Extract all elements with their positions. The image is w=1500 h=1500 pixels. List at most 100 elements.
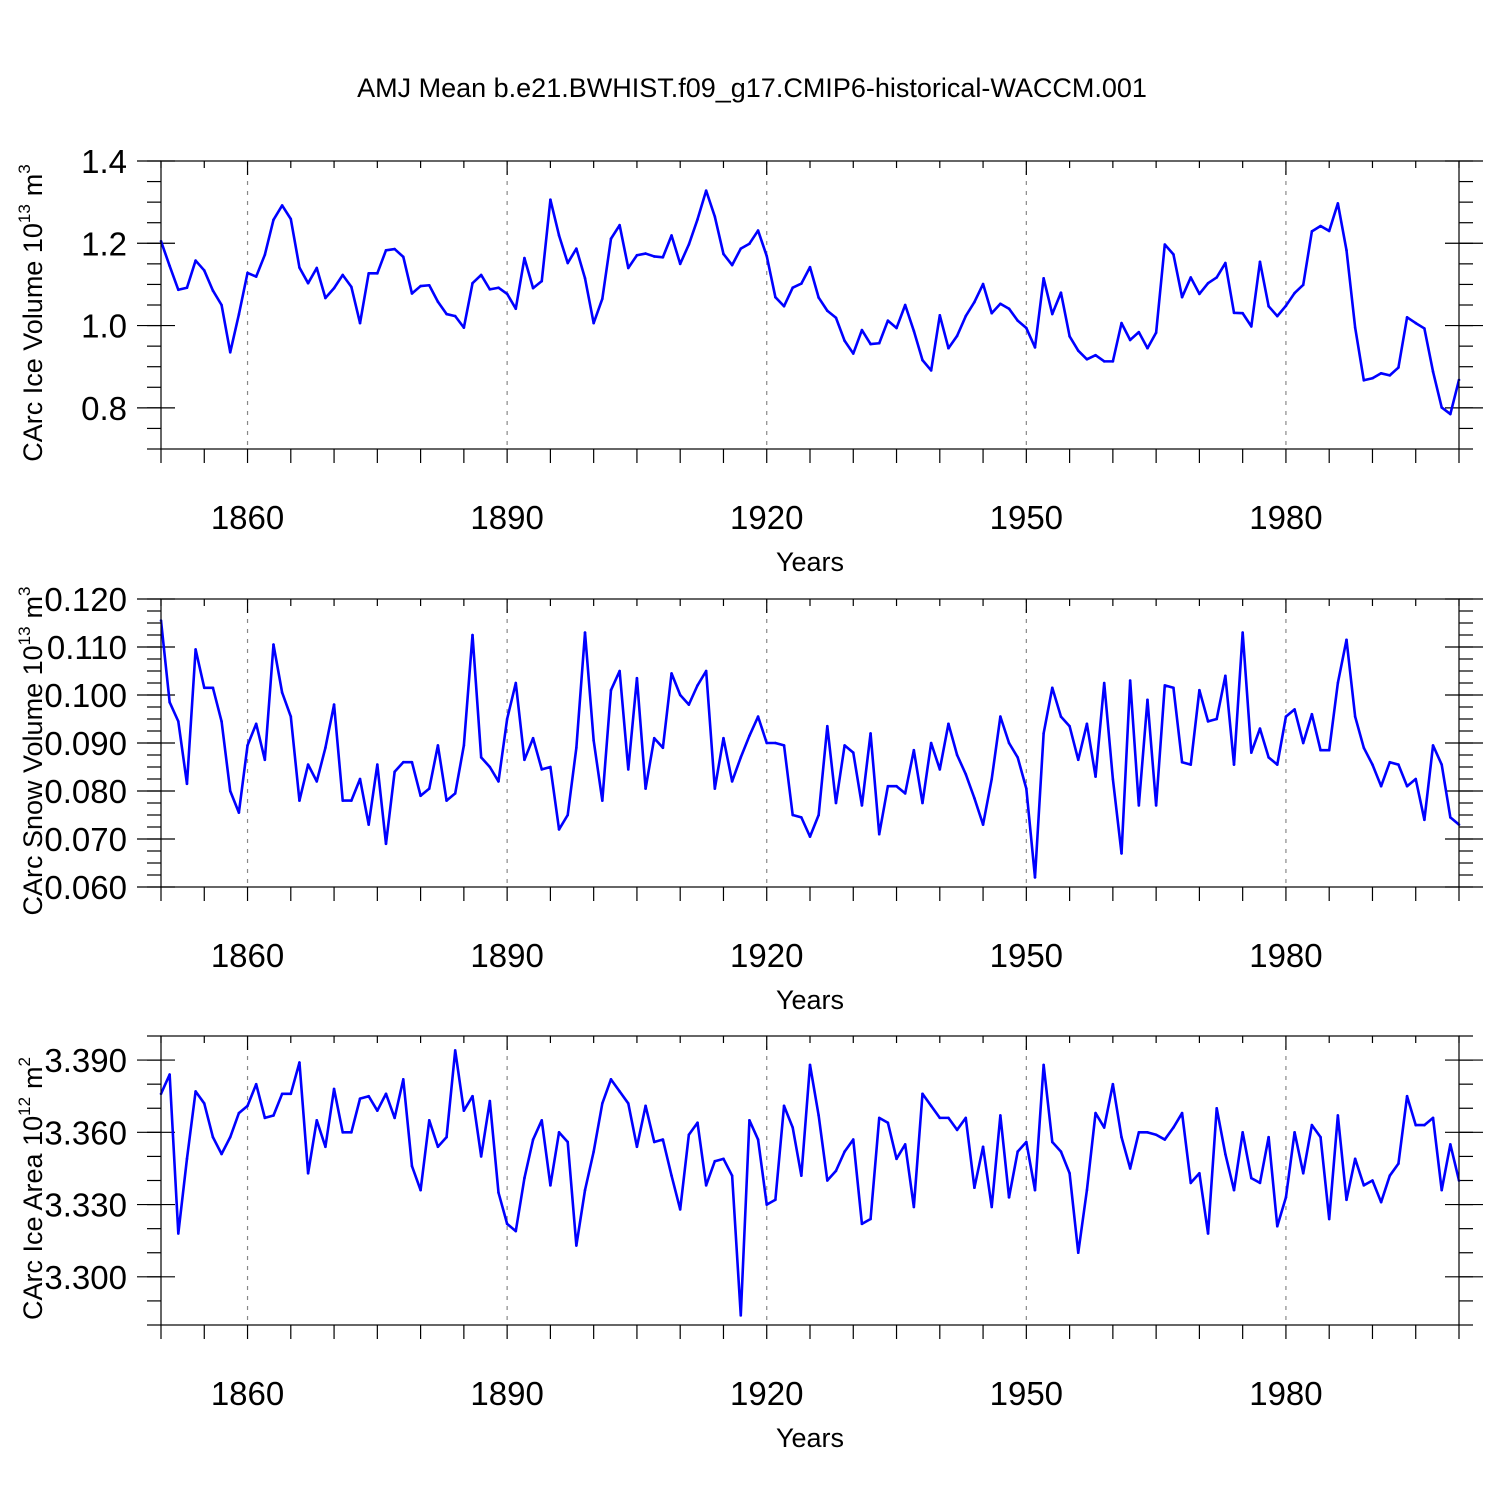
data-point	[453, 1049, 457, 1052]
data-point	[1137, 330, 1141, 334]
data-point	[1025, 1140, 1028, 1144]
panel-2: 0.060 0.070 0.080 0.090 0.100 0.110 0.120 1860 1…	[15, 581, 1483, 1015]
data-point	[1111, 777, 1115, 781]
data-point	[756, 715, 760, 718]
data-point	[843, 339, 846, 343]
data-point	[999, 302, 1002, 306]
data-point	[696, 218, 699, 221]
data-point	[981, 1145, 985, 1149]
data-point	[367, 823, 370, 826]
data-point	[808, 835, 812, 838]
y-axis-label: CArc Snow Volume 1013 m3	[15, 586, 48, 915]
data-point	[1267, 304, 1270, 308]
data-point	[1345, 248, 1348, 252]
data-point	[652, 255, 656, 258]
data-point	[557, 234, 561, 237]
data-point	[194, 1090, 197, 1093]
data-point	[228, 1135, 232, 1139]
data-point	[566, 813, 570, 817]
y-tick-label: 0.110	[47, 629, 127, 666]
data-point	[1414, 1123, 1418, 1127]
data-point	[220, 303, 223, 307]
data-point	[730, 1174, 734, 1177]
data-point	[462, 326, 466, 329]
data-point	[921, 358, 924, 362]
data-point	[921, 801, 924, 805]
y-axis-label: CArc Ice Volume 1013 m3	[15, 164, 48, 462]
data-point	[748, 1118, 751, 1122]
data-point	[367, 272, 370, 275]
data-point	[1068, 724, 1071, 728]
y-tick-label: 0.080	[44, 773, 127, 810]
y-axis-label: CArc Ice Area 1012 m2	[15, 1057, 48, 1320]
data-point	[1336, 1114, 1340, 1117]
data-point	[1371, 1179, 1374, 1182]
data-point	[1293, 1131, 1296, 1134]
data-point	[211, 1135, 215, 1139]
data-point	[1172, 1126, 1175, 1129]
data-point	[1163, 243, 1167, 246]
data-point	[1414, 777, 1418, 781]
y-tick-label: 1.2	[81, 225, 127, 262]
data-point	[471, 633, 474, 637]
data-point	[981, 282, 985, 286]
x-tick-label: 1920	[730, 937, 803, 974]
data-point	[1327, 748, 1331, 752]
data-point	[774, 295, 777, 299]
data-point	[471, 1094, 474, 1098]
data-point	[1189, 276, 1193, 279]
data-point	[817, 296, 820, 299]
data-point	[575, 1244, 578, 1247]
data-point	[696, 1121, 699, 1124]
data-point	[497, 286, 500, 290]
data-point	[228, 351, 232, 354]
y-tick-label: 3.390	[44, 1042, 127, 1079]
y-axis-label-exponent: 12	[15, 1097, 34, 1116]
data-point	[1362, 746, 1366, 750]
data-point	[601, 799, 604, 802]
data-point	[843, 744, 846, 747]
data-point	[1007, 1196, 1011, 1199]
data-point	[791, 1126, 794, 1129]
data-point	[912, 1205, 916, 1209]
data-point	[1076, 349, 1080, 352]
data-point	[194, 648, 197, 651]
data-point	[488, 288, 492, 291]
data-point	[384, 842, 388, 846]
data-point	[445, 1135, 448, 1139]
data-point	[1284, 715, 1288, 718]
data-point	[1250, 325, 1253, 328]
data-point	[1275, 314, 1279, 318]
data-point	[1241, 311, 1244, 315]
data-point	[393, 1116, 396, 1120]
data-point	[272, 218, 275, 222]
data-point	[704, 669, 708, 673]
data-point	[687, 243, 691, 246]
data-point	[947, 1116, 950, 1120]
data-point	[895, 326, 898, 330]
data-point	[1102, 1126, 1106, 1129]
data-point	[1163, 684, 1167, 687]
data-point	[739, 756, 743, 759]
data-point	[211, 686, 215, 690]
data-point	[1206, 1232, 1210, 1235]
data-point	[1076, 758, 1080, 762]
data-point	[1275, 1224, 1279, 1228]
data-point	[445, 312, 448, 316]
data-point	[514, 681, 518, 685]
data-point	[263, 758, 267, 762]
data-point	[185, 286, 189, 290]
data-point	[549, 198, 552, 201]
data-point	[332, 703, 336, 706]
data-point	[488, 1099, 492, 1103]
data-point	[410, 292, 414, 295]
data-point	[990, 777, 994, 781]
data-point	[1440, 763, 1443, 766]
data-point	[358, 1097, 362, 1100]
panel-1: 0.8 1.0 1.2 1.4 1860 1890 1920 1950 1980 Years CAr…	[15, 143, 1483, 577]
data-point	[445, 799, 448, 802]
data-point	[696, 684, 699, 687]
data-point	[220, 720, 223, 723]
data-point	[973, 300, 976, 304]
data-point	[1215, 717, 1219, 721]
